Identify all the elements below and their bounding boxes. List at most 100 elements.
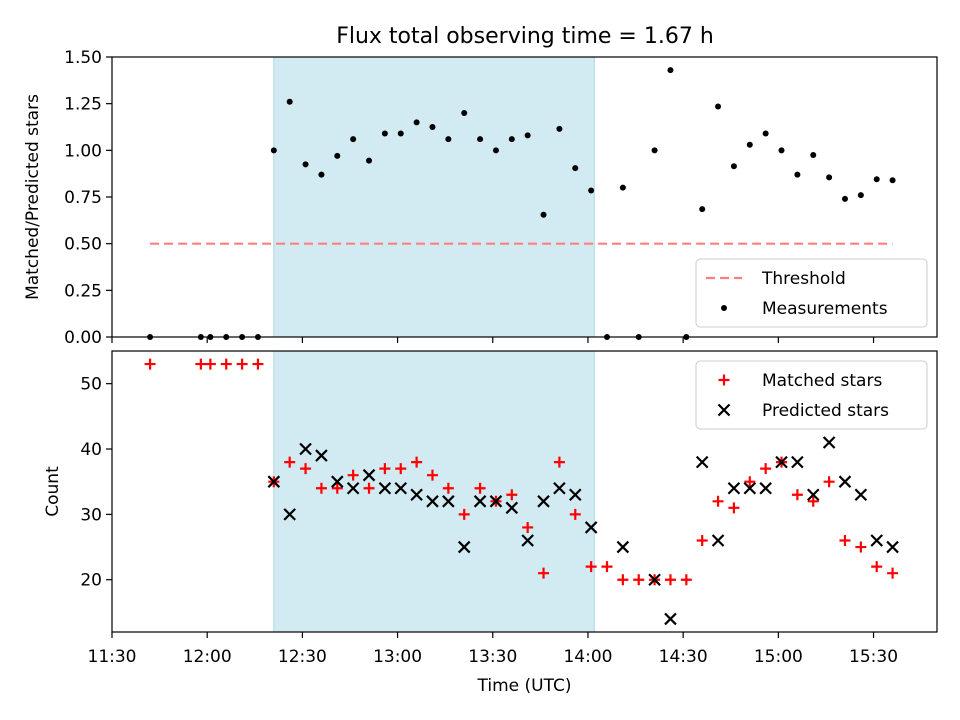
predicted-star-point <box>568 488 582 502</box>
predicted-star-point <box>394 481 408 495</box>
predicted-star-point <box>711 534 725 547</box>
measurement-point <box>524 132 531 139</box>
measurement-point <box>270 147 277 154</box>
matched-star-point <box>712 495 724 507</box>
matched-star-point <box>204 358 216 370</box>
measurement-point <box>699 206 706 213</box>
predicted-star-point <box>870 534 883 547</box>
measurement-point <box>730 163 737 170</box>
matched-star-point <box>522 521 534 533</box>
x-tick-label: 11:30 <box>88 647 137 667</box>
matched-star-point <box>220 358 232 370</box>
measurement-point <box>381 130 388 137</box>
legend: Matched stars Predicted stars <box>695 360 928 430</box>
predicted-star-point <box>791 455 804 469</box>
legend-label: Predicted stars <box>762 401 889 421</box>
measurement-point <box>286 98 293 105</box>
measurement-point <box>556 125 563 132</box>
series-predicted-stars <box>267 436 899 626</box>
y-tick-label: 1.50 <box>64 48 102 68</box>
matched-star-point <box>395 463 407 475</box>
predicted-star-point <box>838 475 852 488</box>
matched-star-point <box>617 574 629 586</box>
predicted-star-point <box>822 436 836 449</box>
measurement-point <box>667 67 674 74</box>
series-measurements <box>147 67 896 340</box>
x-tick-label: 14:00 <box>563 647 612 667</box>
predicted-star-point <box>553 481 566 495</box>
y-tick-label: 1.00 <box>64 141 102 161</box>
predicted-star-point <box>362 468 376 482</box>
measurement-point <box>778 147 785 154</box>
matched-star-point <box>664 574 676 586</box>
predicted-star-point <box>346 481 360 495</box>
measurement-point <box>445 136 452 143</box>
predicted-star-point <box>426 495 439 508</box>
measurement-point <box>762 130 769 137</box>
predicted-star-point <box>854 488 868 502</box>
x-tick-label: 12:00 <box>183 647 232 667</box>
predicted-star-point <box>537 495 550 508</box>
matched-star-point <box>379 463 391 475</box>
predicted-star-point <box>489 495 503 508</box>
predicted-star-point <box>473 495 487 508</box>
legend-label: Threshold <box>761 269 846 289</box>
predicted-star-point <box>315 449 328 462</box>
measurement-point <box>873 176 880 183</box>
matched-star-point <box>538 567 550 579</box>
y-tick-label: 0.75 <box>64 188 102 208</box>
predicted-star-point <box>410 488 423 502</box>
legend-label: Measurements <box>762 299 888 319</box>
predicted-star-point <box>378 481 392 495</box>
predicted-star-point <box>664 612 677 626</box>
predicted-star-point <box>727 481 741 495</box>
observing-interval-band <box>273 56 595 338</box>
measurement-point <box>794 171 801 178</box>
measurement-point <box>477 136 484 143</box>
measurement-point <box>572 165 579 172</box>
y-tick-label: 0.00 <box>64 328 102 348</box>
predicted-star-point <box>806 488 820 502</box>
matched-star-point <box>585 561 597 573</box>
legend-predicted-swatch <box>717 403 731 417</box>
predicted-star-point <box>616 540 630 554</box>
y-tick-label: 0.25 <box>64 281 102 301</box>
y-tick-label: 30 <box>80 505 102 525</box>
legend-matched-swatch <box>718 374 730 386</box>
measurement-point <box>857 192 864 199</box>
matched-star-point <box>553 456 565 468</box>
predicted-star-point <box>743 481 757 495</box>
y-tick-label: 50 <box>80 375 102 395</box>
predicted-star-point <box>505 501 519 515</box>
x-tick-label: 13:30 <box>468 647 517 667</box>
matched-star-point <box>442 482 454 494</box>
predicted-star-point <box>331 475 344 488</box>
matched-star-point <box>791 489 803 501</box>
predicted-star-point <box>759 481 772 495</box>
matched-star-point <box>823 476 835 488</box>
matched-star-point <box>236 358 248 370</box>
matched-star-point <box>426 469 438 481</box>
matched-star-point <box>347 469 359 481</box>
measurement-point <box>841 195 848 202</box>
x-tick-label: 12:30 <box>278 647 327 667</box>
axes-frame <box>111 56 938 338</box>
matched-star-point <box>252 358 264 370</box>
predicted-star-point <box>283 508 296 521</box>
y-tick-label: 0.50 <box>64 235 102 255</box>
y-axis-label: Matched/Predicted stars <box>23 94 43 300</box>
measurement-point <box>715 103 722 110</box>
measurement-point <box>429 124 436 130</box>
matched-star-point <box>331 482 343 494</box>
matched-star-point <box>871 561 883 573</box>
matched-star-point <box>458 508 470 520</box>
measurement-point <box>540 211 547 218</box>
predicted-star-point <box>521 534 534 547</box>
bottom-panel: 20 30 40 50 11:30 12:00 12:30 13:00 13:30 14:00 14… <box>43 350 938 696</box>
top-panel: 0.00 0.25 0.50 0.75 1.00 1.25 1.50 Matched/Pred… <box>23 48 938 348</box>
matched-star-point <box>284 456 296 468</box>
legend-box <box>695 258 928 328</box>
measurement-point <box>889 177 896 184</box>
matched-star-point <box>839 535 851 547</box>
